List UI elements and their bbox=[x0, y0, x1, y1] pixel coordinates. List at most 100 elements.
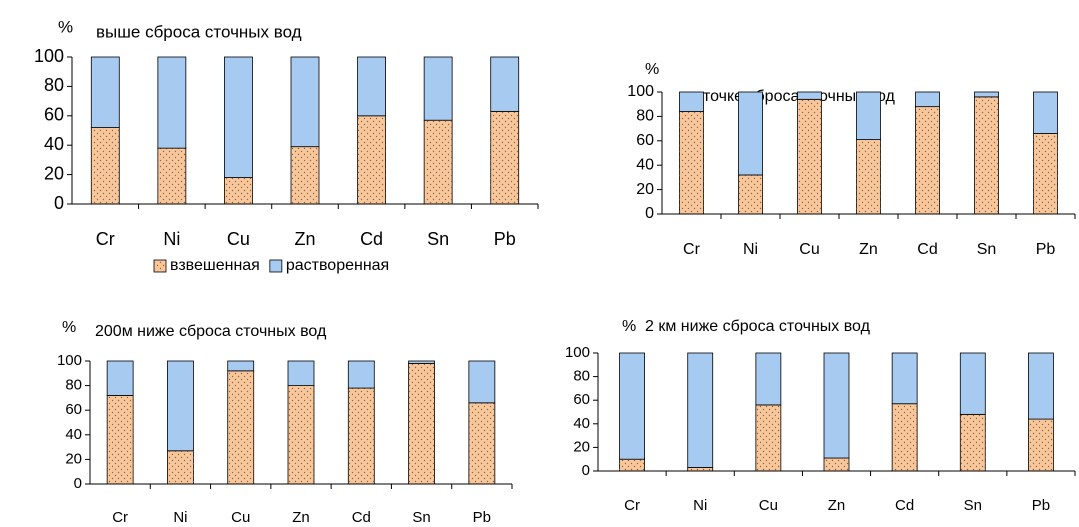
x-tick-label: Ni bbox=[173, 509, 187, 526]
bar-segment bbox=[157, 56, 187, 149]
x-tick-label: Ni bbox=[743, 241, 758, 258]
bar-segment bbox=[619, 352, 645, 460]
y-tick-label: 0 bbox=[645, 205, 654, 222]
bar-pattern bbox=[687, 467, 713, 471]
bar-segment bbox=[1033, 91, 1058, 134]
x-tick-label: Pb bbox=[494, 229, 516, 249]
y-tick-label: 60 bbox=[65, 401, 82, 418]
x-tick-label: Sn bbox=[412, 509, 430, 526]
y-axis-label: % bbox=[58, 17, 73, 36]
bar-pattern bbox=[824, 458, 849, 471]
bar-segment bbox=[687, 352, 714, 468]
bar-pattern bbox=[224, 177, 253, 204]
chart-title: выше сброса сточных вод bbox=[96, 22, 302, 41]
y-tick-label: 80 bbox=[636, 108, 654, 125]
x-tick-label: Pb bbox=[1036, 241, 1056, 258]
bar-segment bbox=[290, 56, 320, 148]
bar-pattern bbox=[490, 111, 519, 204]
bar-segment bbox=[1028, 352, 1054, 420]
y-tick-label: 20 bbox=[573, 438, 590, 455]
bar-pattern bbox=[468, 402, 495, 484]
bar-pattern bbox=[797, 99, 822, 214]
bar-pattern bbox=[348, 388, 375, 484]
bar-pattern bbox=[1028, 419, 1054, 471]
bar-pattern bbox=[424, 120, 453, 204]
bar-segment bbox=[106, 360, 134, 396]
bar-segment bbox=[891, 352, 918, 405]
x-tick-label: Sn bbox=[977, 241, 997, 258]
x-tick-label: Cu bbox=[759, 497, 778, 514]
y-tick-label: 40 bbox=[44, 134, 64, 154]
bar-pattern bbox=[856, 139, 881, 214]
y-tick-label: 60 bbox=[44, 105, 64, 125]
bar-segment bbox=[227, 360, 255, 372]
bar-segment bbox=[167, 360, 194, 452]
x-tick-label: Pb bbox=[473, 509, 491, 526]
bar-pattern bbox=[619, 459, 645, 471]
x-tick-label: Cd bbox=[352, 509, 371, 526]
x-tick-label: Cu bbox=[231, 509, 250, 526]
bar-segment bbox=[915, 91, 940, 108]
bar-pattern bbox=[1033, 133, 1058, 214]
y-tick-label: 0 bbox=[582, 462, 590, 479]
y-tick-label: 40 bbox=[573, 415, 590, 432]
bar-segment bbox=[823, 352, 850, 459]
bar-segment bbox=[856, 91, 881, 140]
x-tick-label: Cr bbox=[112, 509, 128, 526]
x-tick-label: Cd bbox=[360, 229, 383, 249]
bar-pattern bbox=[974, 96, 999, 214]
bar-segment bbox=[224, 56, 253, 178]
x-tick-label: Sn bbox=[427, 229, 449, 249]
y-axis-label: % bbox=[622, 318, 636, 335]
x-tick-label: Cd bbox=[895, 497, 914, 514]
y-tick-label: 80 bbox=[65, 377, 82, 394]
x-tick-label: Zn bbox=[292, 509, 310, 526]
bar-segment bbox=[90, 56, 120, 128]
bar-pattern bbox=[291, 146, 319, 204]
legend-label: взвешенная bbox=[170, 257, 260, 274]
bar-pattern bbox=[357, 115, 386, 204]
bar-pattern bbox=[892, 403, 918, 471]
chart-title: 2 км ниже сброса сточных вод bbox=[645, 318, 871, 335]
bar-segment bbox=[347, 360, 375, 389]
x-tick-label: Cu bbox=[227, 229, 250, 249]
y-tick-label: 80 bbox=[44, 75, 64, 95]
y-tick-label: 100 bbox=[57, 352, 82, 369]
x-tick-label: Cr bbox=[624, 497, 640, 514]
x-tick-label: Cr bbox=[683, 241, 701, 258]
bar-pattern bbox=[755, 404, 781, 471]
bar-segment bbox=[423, 56, 453, 121]
x-tick-label: Cd bbox=[917, 241, 937, 258]
y-tick-label: 20 bbox=[44, 163, 64, 183]
bar-segment bbox=[468, 360, 496, 404]
bar-pattern bbox=[107, 395, 134, 484]
x-tick-label: Pb bbox=[1032, 497, 1050, 514]
legend-label: растворенная bbox=[286, 257, 389, 274]
x-tick-label: Ni bbox=[693, 497, 707, 514]
bar-pattern bbox=[288, 385, 314, 484]
y-tick-label: 60 bbox=[636, 132, 654, 149]
y-tick-label: 40 bbox=[636, 156, 654, 173]
y-tick-label: 40 bbox=[65, 426, 82, 443]
x-tick-label: Zn bbox=[294, 229, 315, 249]
y-tick-label: 100 bbox=[565, 344, 590, 361]
bar-pattern bbox=[960, 414, 986, 471]
bar-pattern bbox=[157, 148, 186, 204]
y-axis-label: % bbox=[62, 319, 76, 336]
bar-pattern bbox=[408, 363, 435, 484]
bar-pattern bbox=[91, 127, 120, 204]
bar-segment bbox=[959, 352, 986, 415]
y-tick-label: 100 bbox=[34, 46, 64, 66]
bar-pattern bbox=[915, 106, 940, 214]
y-tick-label: 100 bbox=[627, 83, 654, 100]
bar-segment bbox=[357, 56, 386, 117]
y-tick-label: 0 bbox=[54, 193, 64, 213]
y-tick-label: 20 bbox=[636, 181, 654, 198]
bar-segment bbox=[287, 360, 315, 387]
x-tick-label: Ni bbox=[163, 229, 180, 249]
y-tick-label: 60 bbox=[573, 391, 590, 408]
bar-pattern bbox=[679, 111, 704, 214]
bar-pattern bbox=[167, 450, 194, 484]
bar-segment bbox=[490, 56, 520, 112]
